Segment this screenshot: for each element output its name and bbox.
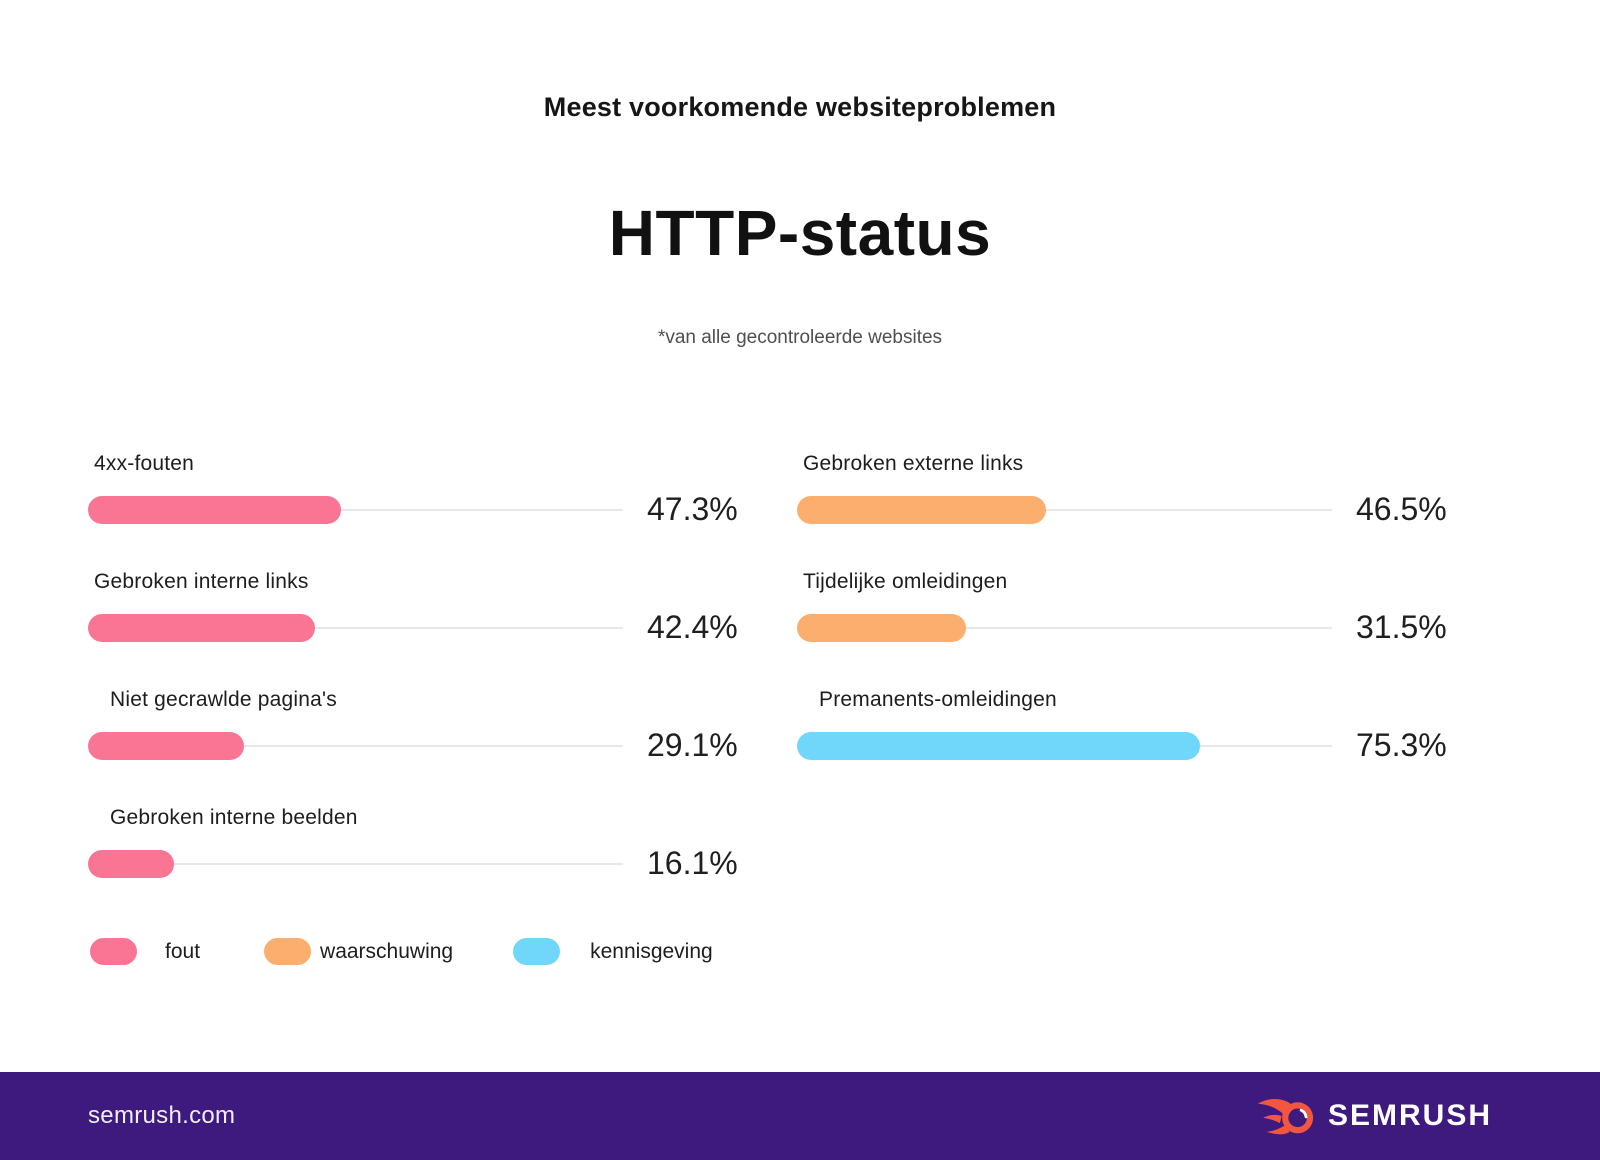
bar-pill	[797, 613, 966, 642]
bar-column-right: Gebroken externe links 46.5% Tijdelijke …	[797, 452, 1457, 806]
legend-swatch-fout	[90, 938, 137, 965]
bar-value: 75.3%	[1356, 727, 1447, 763]
footer-site-url: semrush.com	[88, 1102, 236, 1129]
chart-subtitle: *van alle gecontroleerde websites	[657, 327, 943, 348]
legend-label: fout	[165, 939, 201, 963]
bar-label: Gebroken interne beelden	[110, 806, 358, 829]
bar-line: 29.1%	[88, 727, 748, 764]
bar-line: 16.1%	[88, 845, 748, 882]
bar-track	[797, 731, 1332, 760]
bar-row: Niet gecrawlde pagina's 29.1%	[88, 688, 748, 764]
legend-item-waarschuwing: waarschuwing	[264, 938, 453, 965]
bar-track	[88, 495, 623, 524]
bar-pill	[88, 613, 315, 642]
semrush-comet-icon	[1257, 1099, 1314, 1135]
bar-pill	[88, 849, 175, 878]
bar-pill	[88, 495, 342, 524]
legend-item-kennisgeving: kennisgeving	[513, 938, 713, 965]
bar-label: Tijdelijke omleidingen	[803, 570, 1008, 593]
bar-row: Gebroken interne beelden 16.1%	[88, 806, 748, 882]
bar-column-left: 4xx-fouten 47.3% Gebroken interne links …	[88, 452, 748, 924]
bar-line: 42.4%	[88, 609, 748, 646]
bar-value: 47.3%	[647, 491, 738, 527]
bar-label: 4xx-fouten	[94, 452, 195, 475]
bar-pill	[797, 731, 1200, 760]
bar-pill	[88, 731, 244, 760]
bar-row: Premanents-omleidingen 75.3%	[797, 688, 1457, 764]
bar-row: 4xx-fouten 47.3%	[88, 452, 748, 528]
bar-line: 31.5%	[797, 609, 1457, 646]
chart-eyebrow-title: Meest voorkomende websiteproblemen	[543, 92, 1057, 122]
legend: fout waarschuwing kennisgeving	[90, 938, 713, 965]
bar-row: Gebroken externe links 46.5%	[797, 452, 1457, 528]
bar-value: 16.1%	[647, 845, 738, 881]
bar-track	[797, 613, 1332, 642]
legend-swatch-kennisgeving	[513, 938, 561, 965]
bar-value: 42.4%	[647, 609, 738, 645]
bar-label: Premanents-omleidingen	[819, 688, 1057, 711]
brand-logo: SEMRUSH	[1256, 1092, 1492, 1140]
legend-item-fout: fout	[90, 938, 200, 965]
bar-line: 46.5%	[797, 491, 1457, 528]
legend-swatch-waarschuwing	[264, 938, 312, 965]
bar-row: Gebroken interne links 42.4%	[88, 570, 748, 646]
bar-track	[88, 731, 623, 760]
bar-label: Gebroken externe links	[803, 452, 1024, 475]
legend-label: waarschuwing	[320, 939, 454, 963]
bar-line: 47.3%	[88, 491, 748, 528]
footer-bar: semrush.com SEMRUSH	[0, 1072, 1600, 1160]
page-title: HTTP-status	[608, 197, 992, 269]
bar-label: Niet gecrawlde pagina's	[110, 688, 337, 711]
legend-label: kennisgeving	[590, 939, 713, 963]
bar-value: 29.1%	[647, 727, 738, 763]
bar-track	[797, 495, 1332, 524]
bar-track	[88, 613, 623, 642]
bar-line: 75.3%	[797, 727, 1457, 764]
bar-value: 46.5%	[1356, 491, 1447, 527]
bar-value: 31.5%	[1356, 609, 1447, 645]
bar-pill	[797, 495, 1046, 524]
bar-row: Tijdelijke omleidingen 31.5%	[797, 570, 1457, 646]
bar-track	[88, 849, 623, 878]
bar-label: Gebroken interne links	[94, 570, 309, 593]
brand-wordmark: SEMRUSH	[1327, 1099, 1492, 1132]
